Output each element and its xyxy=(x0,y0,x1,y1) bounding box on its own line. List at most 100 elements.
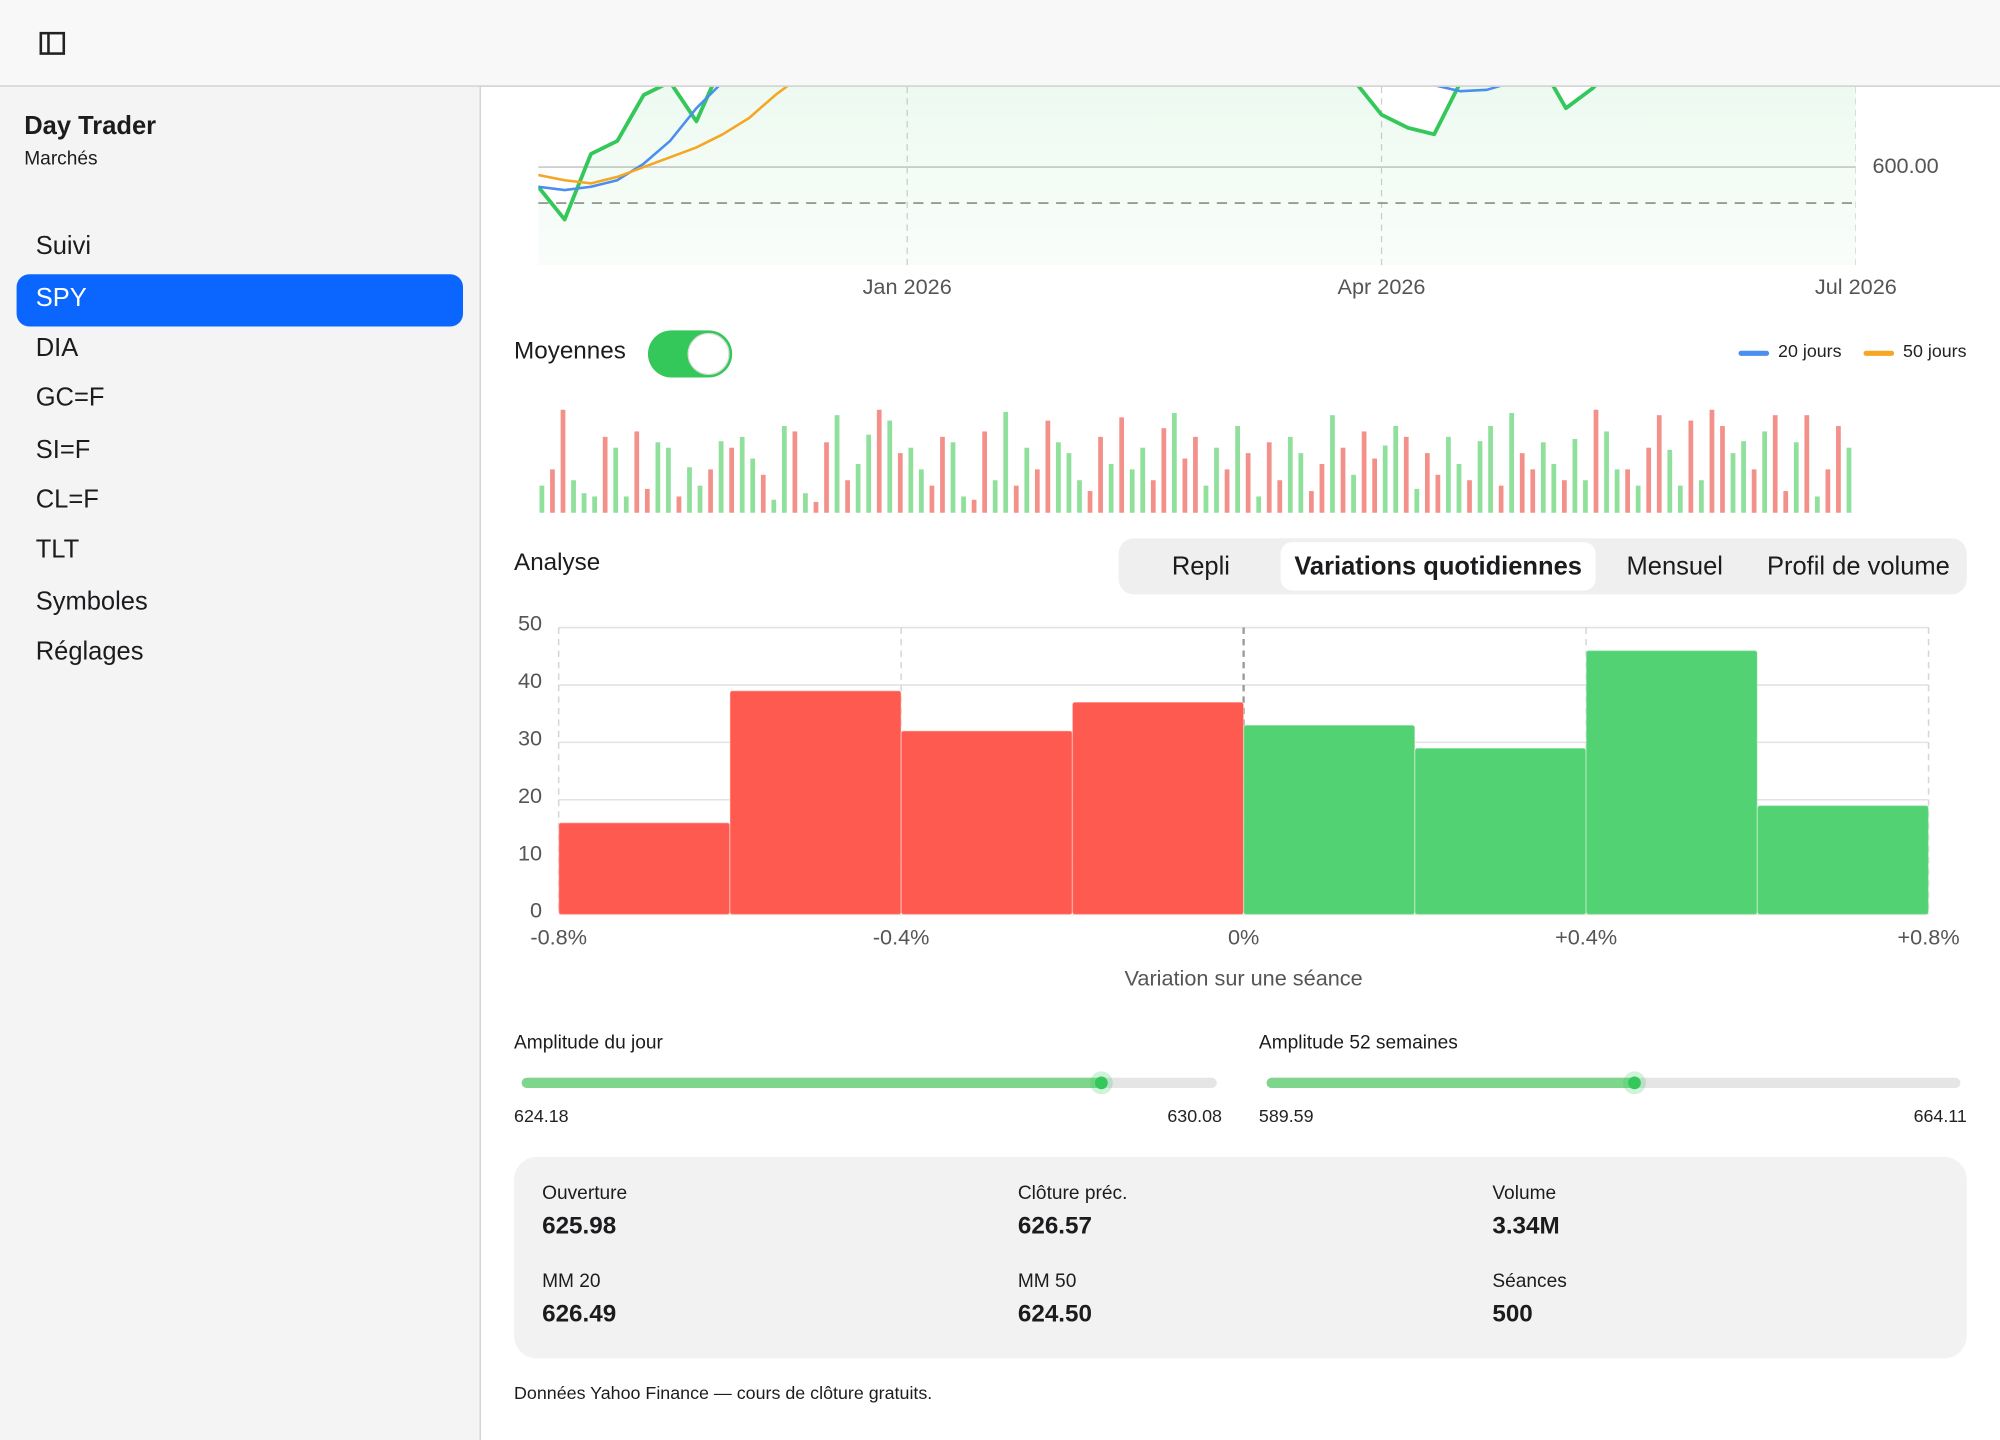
nav-item[interactable]: Symboles xyxy=(35,588,148,617)
tab[interactable]: Profil de volume xyxy=(1767,552,1950,580)
y-tick-label: 40 xyxy=(518,668,542,693)
stat-label: Séances xyxy=(1492,1270,1567,1293)
tab[interactable]: Mensuel xyxy=(1627,552,1723,580)
nav-item[interactable]: TLT xyxy=(35,535,80,564)
legend-label: 20 jours xyxy=(1778,341,1842,361)
volume-bar xyxy=(666,447,671,513)
volume-bar xyxy=(1298,453,1304,513)
volume-bar xyxy=(1467,480,1472,513)
volume-bar xyxy=(908,447,914,513)
volume-bar xyxy=(1382,445,1388,513)
volume-bar xyxy=(1846,447,1852,513)
volume-bar xyxy=(581,493,587,513)
volume-bar xyxy=(1477,441,1483,513)
x-tick-label: +0.4% xyxy=(1555,925,1617,950)
volume-bar xyxy=(718,441,724,513)
volume-bar xyxy=(1330,415,1335,513)
x-tick-label: Jan 2026 xyxy=(863,274,952,299)
volume-bar xyxy=(1150,480,1156,513)
volume-bar xyxy=(1309,491,1314,513)
volume-bar xyxy=(929,485,935,513)
nav-item[interactable]: GC=F xyxy=(35,383,105,412)
range-high: 630.08 xyxy=(1167,1106,1222,1126)
nav-item[interactable]: SPY xyxy=(35,284,87,313)
nav-item[interactable]: CL=F xyxy=(35,485,99,515)
volume-bar xyxy=(866,434,872,513)
x-tick-label: +0.8% xyxy=(1898,925,1960,950)
volume-bar xyxy=(697,485,703,513)
range-low: 589.59 xyxy=(1259,1106,1314,1126)
averages-label: Moyennes xyxy=(514,338,626,365)
volume-bar xyxy=(1435,474,1441,513)
volume-bar xyxy=(1730,453,1736,513)
volume-bar xyxy=(550,469,555,513)
volume-bar xyxy=(1772,415,1778,513)
volume-bar xyxy=(1814,496,1820,513)
range-label: Amplitude 52 semaines xyxy=(1258,1031,1458,1054)
volume-bar xyxy=(592,496,597,513)
nav-item[interactable]: Réglages xyxy=(35,637,144,666)
volume-bar xyxy=(1045,420,1051,513)
volume-bar xyxy=(760,474,766,513)
volume-bar xyxy=(1604,431,1609,513)
nav-item[interactable]: SI=F xyxy=(35,436,91,465)
volume-bar xyxy=(1056,442,1061,513)
volume-bar xyxy=(1635,485,1641,513)
volume-bar xyxy=(1530,469,1536,513)
volume-bar xyxy=(1783,491,1789,513)
volume-bar xyxy=(1446,436,1451,513)
icon-frame xyxy=(39,31,66,55)
volume-bar xyxy=(1804,415,1810,513)
volume-bar xyxy=(1793,442,1799,513)
volume-bar xyxy=(1245,453,1251,513)
volume-bar xyxy=(1414,488,1420,513)
histogram-bar xyxy=(1071,701,1245,916)
y-tick-label: 600.00 xyxy=(1872,153,1938,178)
tab[interactable]: Variations quotidiennes xyxy=(1294,552,1582,580)
volume-bar xyxy=(613,447,619,513)
histogram-bar xyxy=(1414,747,1587,916)
stat-value: 3.34M xyxy=(1492,1213,1560,1240)
sidebar-toggle-icon[interactable] xyxy=(38,31,69,59)
header xyxy=(0,0,2000,87)
volume-bar xyxy=(1256,496,1262,513)
volume-bar xyxy=(1488,426,1493,513)
stat-value: 500 xyxy=(1492,1301,1533,1328)
volume-bar xyxy=(750,458,756,513)
volume-bar xyxy=(687,467,692,513)
volume-bar xyxy=(739,436,745,513)
range-knob xyxy=(1628,1076,1641,1090)
histogram-bar xyxy=(1585,649,1758,916)
volume-bar xyxy=(1509,413,1515,513)
volume-bar xyxy=(1203,485,1209,513)
volume-bar xyxy=(1572,439,1578,513)
range-fill xyxy=(1266,1077,1635,1089)
volume-bar xyxy=(1688,420,1694,513)
volume-bar xyxy=(1393,426,1399,513)
range-fill xyxy=(521,1077,1102,1089)
volume-bar xyxy=(1656,415,1662,513)
volume-bar xyxy=(1741,441,1746,513)
volume-bar xyxy=(1836,426,1841,513)
histogram-bar xyxy=(729,690,902,916)
volume-bar xyxy=(560,409,566,513)
tab[interactable]: Repli xyxy=(1172,552,1230,580)
app-subtitle: Marchés xyxy=(24,147,98,170)
volume-bar xyxy=(1066,453,1072,513)
histogram-bar xyxy=(558,822,731,916)
nav-item[interactable]: Suivi xyxy=(35,232,92,261)
x-tick-label: 0% xyxy=(1228,925,1259,950)
x-tick-label: Jul 2026 xyxy=(1815,274,1897,299)
volume-bar xyxy=(1519,453,1525,513)
x-axis-label: Variation sur une séance xyxy=(1125,965,1363,990)
volume-bar xyxy=(1540,442,1546,513)
volume-bar xyxy=(982,431,987,513)
nav-item[interactable]: DIA xyxy=(35,334,79,363)
volume-bar xyxy=(940,436,945,513)
volume-bar xyxy=(539,485,545,513)
volume-bar xyxy=(1751,469,1757,513)
volume-bar xyxy=(644,488,650,513)
volume-bar xyxy=(1182,458,1188,513)
volume-bar xyxy=(950,442,956,513)
volume-bar xyxy=(1129,469,1135,513)
